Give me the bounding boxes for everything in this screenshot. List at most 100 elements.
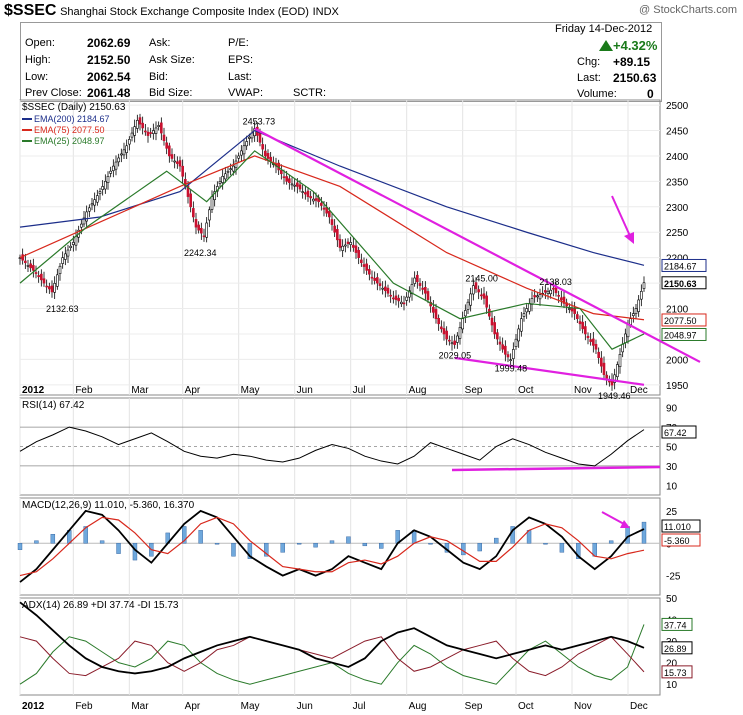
candle-body <box>120 153 123 156</box>
macd-title: MACD(12,26,9) 11.010, -5.360, 16.370 <box>22 500 195 511</box>
candle-body <box>466 301 470 310</box>
candle-body <box>266 153 270 159</box>
prev-close-value: 2061.48 <box>87 86 131 100</box>
candle-body <box>629 318 632 325</box>
price-y-tick: 2100 <box>666 305 689 316</box>
macd-histogram-bar <box>280 543 285 553</box>
open-value: 2062.69 <box>87 36 131 50</box>
chg-value: +89.15 <box>613 55 651 69</box>
candle-body <box>592 338 595 346</box>
candle-body <box>546 290 550 294</box>
candle-body <box>517 328 520 342</box>
candle-body <box>589 339 592 342</box>
candle-body <box>189 193 192 208</box>
candle-body <box>613 374 616 383</box>
candle-body <box>482 293 486 299</box>
legend-entry: EMA(75) 2077.50 <box>34 125 105 135</box>
macd-histogram-bar <box>34 540 39 544</box>
candle-body <box>242 145 246 155</box>
macd-histogram-bar <box>641 521 647 544</box>
candle-body <box>576 314 579 320</box>
price-y-tick: 2300 <box>666 203 689 214</box>
candle-body <box>269 156 272 162</box>
candle-body <box>162 134 166 141</box>
candle-body <box>93 199 96 206</box>
price-annotation: 1999.48 <box>495 364 528 374</box>
candle-body <box>477 289 480 293</box>
candle-body <box>453 340 456 345</box>
candle-body <box>360 259 363 264</box>
price-tag-box <box>661 258 707 272</box>
low-label: Low: <box>25 71 49 83</box>
price-y-tick: 2350 <box>666 177 689 188</box>
ema200-line <box>19 129 645 266</box>
candle-body <box>346 241 350 244</box>
prev-close-label: Prev Close: <box>25 87 82 99</box>
candle-body <box>621 343 624 353</box>
price-x-tick: May <box>241 385 260 396</box>
macd-histogram-bar <box>50 534 56 544</box>
candle-body <box>304 192 307 195</box>
macd-histogram-bar <box>329 540 335 544</box>
candle-body <box>306 190 310 197</box>
ema75-line <box>19 155 645 321</box>
candle-body <box>106 175 110 184</box>
candle-body <box>88 207 91 212</box>
candle-body <box>173 160 176 163</box>
candle-body <box>296 182 299 187</box>
candle-body <box>362 264 366 267</box>
trendline-1 <box>454 356 645 386</box>
candle-body <box>122 149 126 156</box>
candle-body <box>397 297 400 302</box>
macd-histogram-bar <box>477 543 482 552</box>
price-annotation: 2029.05 <box>439 351 472 361</box>
price-x-tick: Jun <box>297 385 313 396</box>
candle-body <box>549 289 552 295</box>
macd-histogram-bar <box>608 540 614 544</box>
candle-body <box>218 181 222 184</box>
candle-body <box>130 132 134 138</box>
candle-body <box>469 293 472 306</box>
candle-body <box>181 165 184 177</box>
candle-body <box>301 191 304 193</box>
macd-histogram-bar <box>313 543 318 548</box>
candle-body <box>378 283 382 286</box>
candle-body <box>525 308 528 313</box>
minus-di-line <box>19 636 645 677</box>
candle-body <box>418 283 422 286</box>
candle-body <box>288 178 291 183</box>
candle-body <box>213 191 216 200</box>
candle-body <box>261 144 264 150</box>
candle-body <box>176 161 179 164</box>
candle-body <box>424 286 427 294</box>
candle-body <box>354 245 358 253</box>
candle-body <box>80 223 83 228</box>
price-x-tick: 2012 <box>22 385 45 396</box>
eps-label: EPS: <box>228 54 254 66</box>
candle-body <box>128 139 131 145</box>
macd-signal-line <box>19 516 645 577</box>
last-price-label: Last: <box>577 72 601 84</box>
price-annotation: 2132.63 <box>46 304 79 314</box>
candle-body <box>384 286 387 292</box>
price-x-tick: Jul <box>353 385 366 396</box>
candle-body <box>96 195 99 203</box>
candle-body <box>240 150 243 156</box>
candle-body <box>109 170 112 174</box>
credit: @ StockCharts.com <box>639 4 737 16</box>
candle-body <box>464 310 467 317</box>
candle-body <box>506 354 510 358</box>
candle-body <box>450 342 454 345</box>
candle-body <box>456 335 459 343</box>
candle-body <box>224 173 227 180</box>
candle-body <box>458 327 462 339</box>
adx-x-tick: Jul <box>353 701 366 712</box>
candle-body <box>282 176 286 179</box>
candle-body <box>197 224 200 231</box>
candle-body <box>421 287 424 290</box>
candle-body <box>42 278 46 284</box>
candle-body <box>632 313 635 316</box>
candle-body <box>538 294 542 300</box>
candle-body <box>618 354 622 368</box>
macd-histogram-bar <box>428 543 433 545</box>
